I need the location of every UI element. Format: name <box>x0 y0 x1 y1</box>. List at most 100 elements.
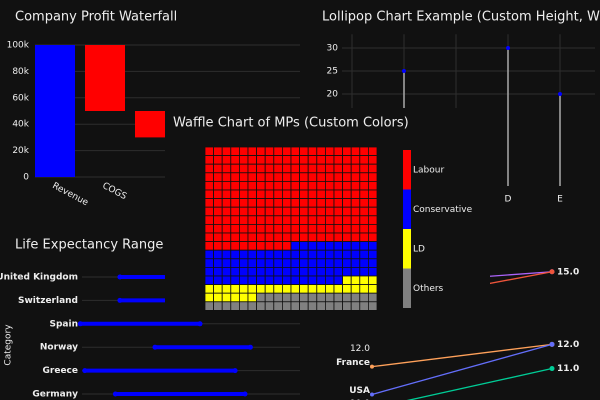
waffle-cell <box>221 180 232 191</box>
waffle-cell <box>256 258 266 268</box>
waffle-cell <box>264 301 275 311</box>
waffle-cell <box>367 258 378 268</box>
waffle-cell <box>359 275 369 286</box>
waffle-cell <box>264 198 275 208</box>
legend-label: LD <box>413 245 425 255</box>
waffle-cell <box>350 301 361 311</box>
waffle-cell <box>299 198 309 208</box>
waffle-cell <box>230 258 240 268</box>
dot <box>402 69 406 73</box>
waffle-cell <box>247 215 258 225</box>
waffle-cell <box>324 284 335 294</box>
waffle-cell <box>290 163 301 174</box>
waffle-cell <box>342 189 352 200</box>
waffle-cell <box>342 163 352 174</box>
waffle-cell <box>342 215 352 225</box>
waffle-cell <box>333 172 344 182</box>
waffle-cell <box>316 258 326 268</box>
waffle-cell <box>333 146 344 157</box>
waffle-cell <box>213 206 223 217</box>
legend-label: Conservative <box>413 205 473 215</box>
waffle-cell <box>324 292 335 303</box>
waffle-cell <box>290 284 301 294</box>
waffle-cell <box>213 275 223 286</box>
waffle-cell <box>333 180 344 191</box>
waffle-cell <box>350 189 361 200</box>
chart-title: Lollipop Chart Example (Custom Height, W… <box>322 10 600 25</box>
waffle-cell <box>281 206 292 217</box>
legend-label: Labour <box>413 166 444 176</box>
waffle-cell <box>273 172 283 182</box>
waffle-cell <box>290 301 301 311</box>
waffle-cell <box>299 215 309 225</box>
waffle-cell <box>273 163 283 174</box>
waffle-cell <box>281 198 292 208</box>
waffle-cell <box>324 258 335 268</box>
waffle-cell <box>290 249 301 260</box>
y-tick-label: 25 <box>327 67 338 77</box>
waffle-cell <box>290 266 301 277</box>
waffle-cell <box>299 146 309 157</box>
slope-end <box>549 341 555 347</box>
range-start <box>117 274 123 280</box>
waffle-cell <box>333 258 344 268</box>
waffle-cell <box>256 155 266 165</box>
waffle-cell <box>342 172 352 182</box>
waffle-cell <box>204 258 215 268</box>
waffle-cell <box>333 198 344 208</box>
waffle-cell <box>307 180 318 191</box>
legend-label: Others <box>413 284 444 294</box>
y-tick-label: Germany <box>32 390 78 400</box>
waffle-cell <box>247 206 258 217</box>
waffle-cell <box>221 223 232 234</box>
waffle-cell <box>247 266 258 277</box>
waffle-cell <box>299 180 309 191</box>
waffle-cell <box>324 266 335 277</box>
waffle-cell <box>299 241 309 251</box>
waffle-cell <box>273 146 283 157</box>
range-end <box>197 321 203 327</box>
waffle-cell <box>359 146 369 157</box>
waffle-cell <box>238 275 249 286</box>
waffle-cell <box>221 198 232 208</box>
waffle-cell <box>324 172 335 182</box>
waffle-cell <box>247 155 258 165</box>
waffle-cell <box>342 301 352 311</box>
x-tick-label: Revenue <box>50 181 90 208</box>
waffle-cell <box>204 292 215 303</box>
waffle-cell <box>281 232 292 243</box>
waffle-cell <box>247 284 258 294</box>
slope-start <box>370 392 374 397</box>
bar <box>85 45 125 111</box>
waffle-cell <box>204 198 215 208</box>
range-end <box>247 344 253 350</box>
waffle-cell <box>238 266 249 277</box>
waffle-cell <box>281 215 292 225</box>
waffle-cell <box>290 206 301 217</box>
waffle-cell <box>247 198 258 208</box>
waffle-cell <box>367 223 378 234</box>
waffle-cell <box>367 215 378 225</box>
series-label: USA <box>349 386 370 396</box>
waffle-cell <box>367 163 378 174</box>
waffle-cell <box>247 163 258 174</box>
waffle-cell <box>324 232 335 243</box>
waffle-cell <box>281 241 292 251</box>
waffle-cell <box>333 266 344 277</box>
waffle-cell <box>333 292 344 303</box>
waffle-cell <box>256 146 266 157</box>
waffle-cell <box>256 163 266 174</box>
waffle-cell <box>238 223 249 234</box>
waffle-cell <box>273 223 283 234</box>
waffle-cell <box>221 155 232 165</box>
slope-line <box>406 367 553 400</box>
waffle-cell <box>342 266 352 277</box>
waffle-cell <box>367 180 378 191</box>
waffle-cell <box>264 266 275 277</box>
waffle-cell <box>307 146 318 157</box>
waffle-cell <box>299 172 309 182</box>
waffle-cell <box>238 215 249 225</box>
waffle-cell <box>264 180 275 191</box>
waffle-cell <box>264 292 275 303</box>
waffle-cell <box>350 215 361 225</box>
